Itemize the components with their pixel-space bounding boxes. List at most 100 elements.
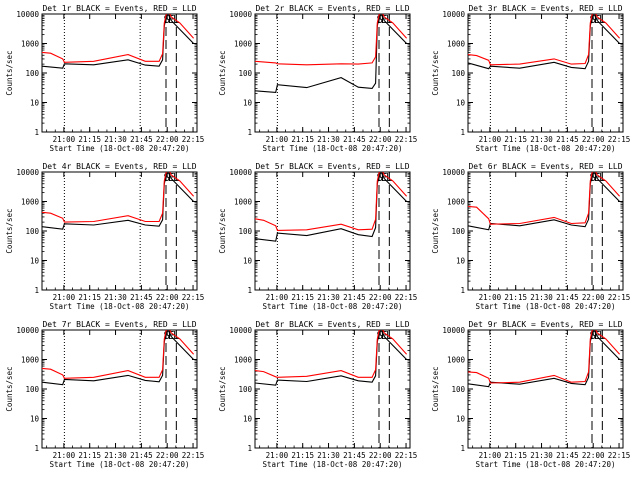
y-tick-label: 10000 — [16, 10, 39, 19]
marker-l: L — [173, 171, 180, 184]
x-tick-label: 21:15 — [291, 135, 314, 144]
detector-panel-9: Det 9r BLACK = Events, RED = LLD 1 10 100 10… — [431, 320, 630, 469]
y-tick-label: 100 — [25, 227, 39, 236]
panel-title: Det 8r BLACK = Events, RED = LLD — [255, 320, 409, 329]
detector-panel-4: Det 4r BLACK = Events, RED = LLD 1 10 100 10… — [5, 162, 204, 311]
x-axis-label: Start Time (18-Oct-08 20:47:20) — [476, 144, 616, 153]
y-tick-label: 100 — [238, 69, 252, 78]
lld-series-line — [255, 330, 408, 378]
y-tick-label: 10000 — [229, 326, 252, 335]
x-tick-label: 22:15 — [608, 135, 631, 144]
panel-title: Det 3r BLACK = Events, RED = LLD — [468, 4, 622, 13]
panel-title: Det 5r BLACK = Events, RED = LLD — [255, 162, 409, 171]
y-tick-label: 1000 — [21, 198, 40, 207]
marker-s: S — [164, 171, 171, 184]
marker-l: L — [386, 329, 393, 342]
x-tick-label: 22:15 — [395, 135, 418, 144]
lld-series-line — [468, 14, 621, 66]
y-tick-label: 1000 — [447, 198, 466, 207]
x-axis-label: Start Time (18-Oct-08 20:47:20) — [476, 460, 616, 469]
panel-title: Det 9r BLACK = Events, RED = LLD — [468, 320, 622, 329]
y-axis-label: Counts/sec — [5, 208, 14, 253]
detector-panel-7: Det 7r BLACK = Events, RED = LLD 1 10 100 10… — [5, 320, 204, 469]
y-axis-label: Counts/sec — [431, 366, 440, 411]
x-tick-label: 21:45 — [130, 135, 153, 144]
lld-series-line — [42, 14, 195, 63]
y-tick-label: 10 — [30, 257, 40, 266]
plot-frame — [467, 171, 624, 291]
plot-frame — [254, 171, 411, 291]
events-series-line — [42, 330, 194, 386]
x-tick-label: 22:15 — [395, 451, 418, 460]
x-tick-label: 21:45 — [343, 293, 366, 302]
y-tick-label: 10000 — [442, 168, 465, 177]
x-tick-label: 21:00 — [479, 135, 502, 144]
marker-l: L — [599, 13, 606, 26]
x-tick-label: 21:30 — [317, 135, 340, 144]
x-tick-label: 22:00 — [156, 135, 179, 144]
detector-panel-5: Det 5r BLACK = Events, RED = LLD 1 10 100 10… — [218, 162, 417, 311]
y-tick-label: 10000 — [16, 168, 39, 177]
marker-s: S — [590, 171, 597, 184]
plot-frame — [254, 13, 411, 133]
events-series-line — [42, 172, 194, 230]
x-tick-label: 21:30 — [530, 135, 553, 144]
y-tick-label: 1000 — [234, 198, 253, 207]
y-tick-label: 10 — [243, 99, 253, 108]
detector-panel-1: Det 1r BLACK = Events, RED = LLD 1 10 100 10… — [5, 4, 204, 153]
x-tick-label: 22:15 — [182, 451, 205, 460]
y-tick-label: 1 — [34, 128, 39, 137]
marker-s: S — [164, 13, 171, 26]
lld-series-line — [255, 14, 408, 66]
marker-l: L — [386, 13, 393, 26]
y-tick-label: 1000 — [21, 356, 40, 365]
plot-frame — [254, 329, 411, 449]
x-tick-label: 21:15 — [504, 451, 527, 460]
y-tick-label: 1 — [34, 444, 39, 453]
x-tick-label: 21:15 — [291, 293, 314, 302]
y-axis-label: Counts/sec — [218, 50, 227, 95]
y-tick-label: 1000 — [234, 40, 253, 49]
panel-title: Det 1r BLACK = Events, RED = LLD — [42, 4, 196, 13]
marker-s: S — [164, 329, 171, 342]
x-tick-label: 22:15 — [182, 293, 205, 302]
marker-s: S — [377, 13, 384, 26]
y-axis-label: Counts/sec — [218, 208, 227, 253]
x-axis-label: Start Time (18-Oct-08 20:47:20) — [50, 144, 190, 153]
x-axis-label: Start Time (18-Oct-08 20:47:20) — [476, 302, 616, 311]
y-tick-label: 1 — [247, 444, 252, 453]
x-tick-label: 22:15 — [608, 293, 631, 302]
x-tick-label: 22:00 — [369, 293, 392, 302]
y-tick-label: 10000 — [442, 10, 465, 19]
y-tick-label: 1 — [247, 286, 252, 295]
marker-s: S — [590, 329, 597, 342]
y-tick-label: 100 — [451, 69, 465, 78]
x-tick-label: 21:00 — [266, 293, 289, 302]
panel-title: Det 4r BLACK = Events, RED = LLD — [42, 162, 196, 171]
lld-series-line — [468, 172, 621, 225]
marker-s: S — [377, 329, 384, 342]
plot-frame — [41, 171, 198, 291]
y-tick-label: 1 — [34, 286, 39, 295]
y-axis-label: Counts/sec — [5, 50, 14, 95]
events-series-line — [255, 14, 407, 93]
y-tick-label: 10000 — [229, 10, 252, 19]
x-tick-label: 21:00 — [479, 451, 502, 460]
events-series-line — [42, 14, 194, 69]
x-tick-label: 21:30 — [104, 451, 127, 460]
x-axis-label: Start Time (18-Oct-08 20:47:20) — [263, 460, 403, 469]
marker-l: L — [173, 13, 180, 26]
lld-series-line — [255, 172, 408, 231]
y-tick-label: 1000 — [447, 356, 466, 365]
panel-title: Det 6r BLACK = Events, RED = LLD — [468, 162, 622, 171]
x-tick-label: 21:30 — [104, 135, 127, 144]
plot-frame — [41, 13, 198, 133]
plot-frame — [467, 13, 624, 133]
x-tick-label: 21:45 — [130, 451, 153, 460]
detector-panel-3: Det 3r BLACK = Events, RED = LLD 1 10 100 10… — [431, 4, 630, 153]
y-tick-label: 1000 — [234, 356, 253, 365]
y-tick-label: 10 — [456, 415, 466, 424]
x-tick-label: 21:00 — [53, 135, 76, 144]
y-tick-label: 10 — [243, 415, 253, 424]
